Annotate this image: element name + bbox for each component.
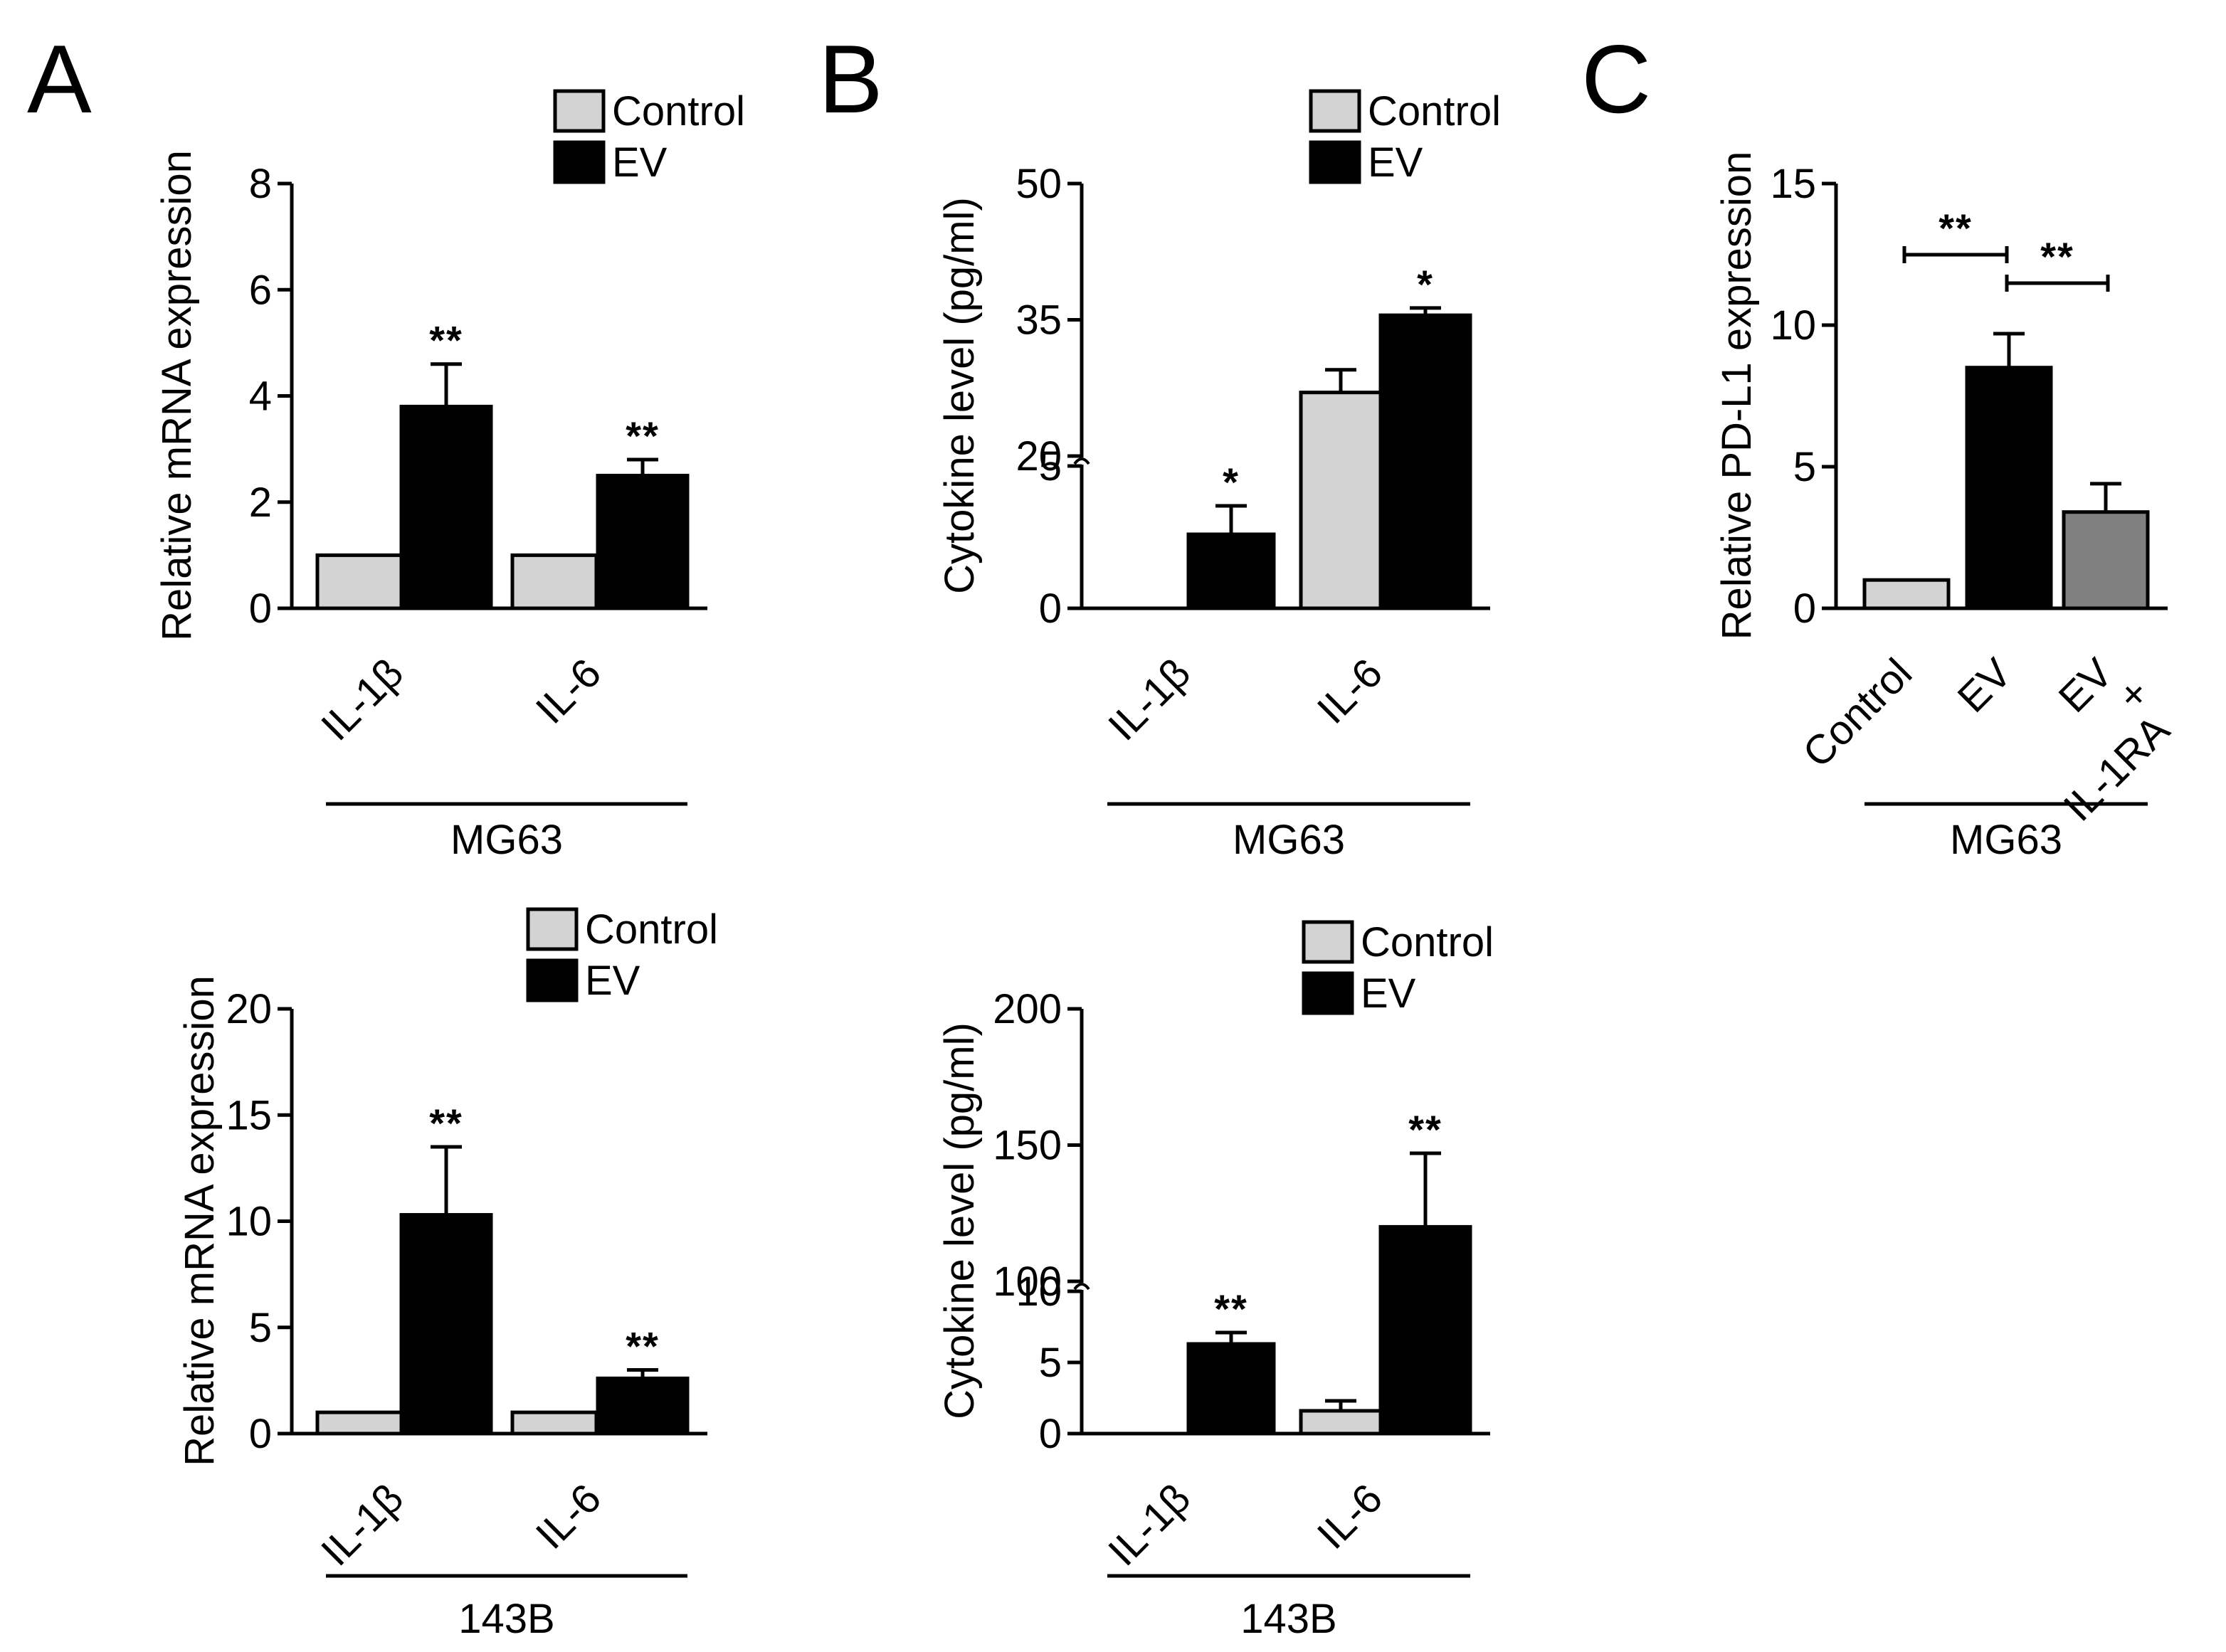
legend-swatch-ev bbox=[526, 958, 579, 1002]
x-category-label: IL-1β bbox=[1099, 1475, 1199, 1574]
legend-label: Control bbox=[1361, 919, 1494, 965]
legend-swatch-control bbox=[1309, 89, 1361, 133]
y-tick-label: 0 bbox=[1039, 1411, 1062, 1457]
y-tick-label: 5 bbox=[1039, 1340, 1062, 1386]
y-tick-label: 0 bbox=[249, 586, 272, 632]
y-axis-title: Cytokine level (pg/ml) bbox=[937, 197, 983, 594]
bar-1 bbox=[1965, 366, 2053, 610]
legend-label: Control bbox=[585, 906, 718, 953]
y-tick-label: 10 bbox=[1770, 302, 1816, 349]
legend-label: EV bbox=[1368, 139, 1423, 186]
x-category-label: IL-1RA bbox=[2055, 706, 2179, 830]
group-label: 143B bbox=[458, 1596, 554, 1642]
x-category-label: Control bbox=[1794, 650, 1921, 776]
group-label: MG63 bbox=[1950, 817, 2062, 863]
panel-letter: B bbox=[818, 25, 883, 133]
significance-marker: ** bbox=[2040, 234, 2074, 279]
legend-swatch-control bbox=[526, 907, 579, 951]
x-category-label: IL-1β bbox=[312, 650, 412, 749]
group-label: MG63 bbox=[450, 817, 563, 863]
bar-control bbox=[510, 1410, 598, 1436]
group-label: MG63 bbox=[1233, 817, 1345, 863]
y-tick-label: 10 bbox=[1016, 1269, 1062, 1315]
y-axis-title: Relative mRNA expression bbox=[154, 150, 200, 641]
y-tick-label: 5 bbox=[1793, 444, 1816, 490]
legend-label: EV bbox=[1361, 970, 1416, 1017]
significance-marker: * bbox=[1417, 262, 1434, 307]
y-tick-label: 15 bbox=[1770, 161, 1816, 207]
y-tick-label: 200 bbox=[993, 986, 1062, 1032]
y-tick-label: 15 bbox=[226, 1092, 272, 1138]
x-category-label: IL-1β bbox=[312, 1475, 412, 1574]
legend-label: EV bbox=[585, 958, 640, 1004]
x-category-label: EV bbox=[1949, 650, 2021, 721]
bar-control bbox=[315, 1410, 403, 1436]
y-axis-title: Relative mRNA expression bbox=[176, 975, 223, 1466]
bar-ev bbox=[596, 1376, 690, 1436]
legend-swatch-control bbox=[1302, 920, 1354, 964]
y-tick-label: 20 bbox=[1016, 433, 1062, 480]
legend-label: Control bbox=[612, 88, 745, 134]
significance-marker: ** bbox=[1214, 1286, 1248, 1331]
significance-marker: ** bbox=[1938, 206, 1973, 250]
y-tick-label: 8 bbox=[249, 161, 272, 207]
significance-marker: ** bbox=[1408, 1107, 1442, 1152]
bar-ev bbox=[399, 404, 493, 610]
y-tick-label: 0 bbox=[249, 1411, 272, 1457]
x-category-label: IL-6 bbox=[1309, 1475, 1392, 1558]
group-label: 143B bbox=[1240, 1596, 1336, 1642]
significance-marker: ** bbox=[626, 1323, 660, 1368]
bar-2 bbox=[2062, 510, 2150, 610]
x-category-label: + bbox=[2109, 669, 2158, 719]
panel-letter: A bbox=[27, 25, 92, 133]
y-tick-label: 6 bbox=[249, 267, 272, 313]
y-tick-label: 0 bbox=[1039, 586, 1062, 632]
bar-ev bbox=[1186, 532, 1276, 610]
significance-marker: ** bbox=[626, 413, 660, 458]
legend-swatch-control bbox=[553, 89, 606, 133]
y-axis-title: Relative PD-L1 expression bbox=[1714, 152, 1760, 640]
x-category-label: IL-6 bbox=[1309, 650, 1392, 733]
bar-control bbox=[1299, 1409, 1383, 1436]
y-tick-label: 5 bbox=[249, 1305, 272, 1351]
y-tick-label: 100 bbox=[993, 1259, 1062, 1305]
y-tick-label: 35 bbox=[1016, 297, 1062, 344]
bar-ev bbox=[1378, 313, 1472, 610]
bar-ev bbox=[1378, 1224, 1472, 1436]
y-tick-label: 5 bbox=[1039, 443, 1062, 489]
legend-label: EV bbox=[612, 139, 668, 186]
bar-control bbox=[510, 553, 598, 610]
bar-ev bbox=[1186, 1342, 1276, 1436]
axis-break-mark bbox=[1073, 1283, 1090, 1291]
panel-letter: C bbox=[1581, 25, 1651, 133]
x-category-label: IL-6 bbox=[527, 1475, 611, 1558]
bar-ev bbox=[596, 473, 690, 610]
bar-0 bbox=[1862, 578, 1951, 610]
axis-break-mark bbox=[1073, 457, 1090, 465]
bar-control bbox=[1299, 391, 1383, 610]
legend-swatch-ev bbox=[553, 140, 606, 184]
significance-marker: ** bbox=[429, 318, 463, 363]
y-tick-label: 50 bbox=[1016, 161, 1062, 207]
y-tick-label: 4 bbox=[249, 374, 272, 420]
bar-ev bbox=[399, 1213, 493, 1436]
x-category-label: IL-1β bbox=[1099, 650, 1199, 749]
y-tick-label: 10 bbox=[226, 1199, 272, 1245]
y-tick-label: 0 bbox=[1793, 586, 1816, 632]
legend-label: Control bbox=[1368, 88, 1501, 134]
legend-swatch-ev bbox=[1302, 971, 1354, 1015]
y-tick-label: 2 bbox=[249, 480, 272, 526]
x-category-label: IL-6 bbox=[527, 650, 611, 733]
bar-control bbox=[315, 553, 403, 610]
y-axis-title: Cytokine level (pg/ml) bbox=[937, 1022, 983, 1419]
significance-marker: * bbox=[1223, 460, 1240, 504]
y-tick-label: 150 bbox=[993, 1123, 1062, 1169]
legend-swatch-ev bbox=[1309, 140, 1361, 184]
significance-marker: ** bbox=[429, 1101, 463, 1145]
y-tick-label: 20 bbox=[226, 986, 272, 1032]
